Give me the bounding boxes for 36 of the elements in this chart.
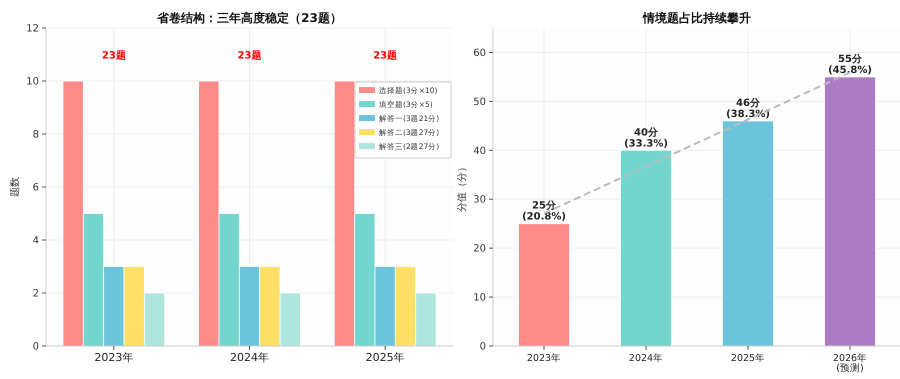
y-tick-label: 8: [32, 130, 39, 140]
x-tick-label: 2024年: [230, 351, 269, 364]
annotation: 23题: [373, 50, 398, 62]
y-tick-label: 12: [26, 24, 39, 34]
data-label: 55分 (45,8%): [828, 52, 872, 76]
x-tick-label: 2025年: [366, 351, 405, 364]
y-tick-label: 50: [473, 96, 486, 108]
y-tick-label: 20: [473, 244, 486, 255]
x-tick-label: 2023年: [94, 351, 134, 364]
x-tick-label: 2026年 (预测): [832, 352, 868, 374]
bar: [824, 76, 876, 346]
y-tick-label: 4: [32, 236, 39, 246]
chart-title: 省卷结构：三年高度稳定（23题）: [156, 11, 342, 25]
bar: [620, 150, 672, 346]
chart-title: 情境题占比持续攀升: [642, 11, 751, 25]
y-tick-label: 10: [26, 76, 39, 88]
y-tick-label: 60: [473, 48, 486, 59]
data-label: 40分 (33.3%): [624, 126, 668, 150]
x-tick-label: 2025年: [730, 352, 766, 364]
bar: [518, 223, 570, 346]
y-tick-label: 2: [32, 288, 39, 300]
y-tick-label: 40: [473, 146, 486, 157]
data-label: 25分 (20.8%): [522, 200, 566, 223]
y-tick-label: 10: [473, 292, 486, 304]
y-axis-title: 分值（分）: [456, 162, 468, 212]
annotation: 23题: [102, 50, 126, 62]
bar: [722, 120, 774, 346]
annotation: 23题: [238, 50, 262, 62]
x-tick-label: 2023年: [526, 352, 562, 364]
data-label: 46分 (38.3%): [726, 96, 770, 120]
y-tick-label: 30: [473, 194, 486, 206]
y-tick-label: 0: [480, 342, 486, 352]
x-tick-label: 2024年: [628, 352, 664, 364]
y-tick-label: 0: [32, 342, 39, 352]
y-tick-label: 6: [32, 182, 39, 194]
y-axis-title: 题数: [10, 177, 21, 197]
